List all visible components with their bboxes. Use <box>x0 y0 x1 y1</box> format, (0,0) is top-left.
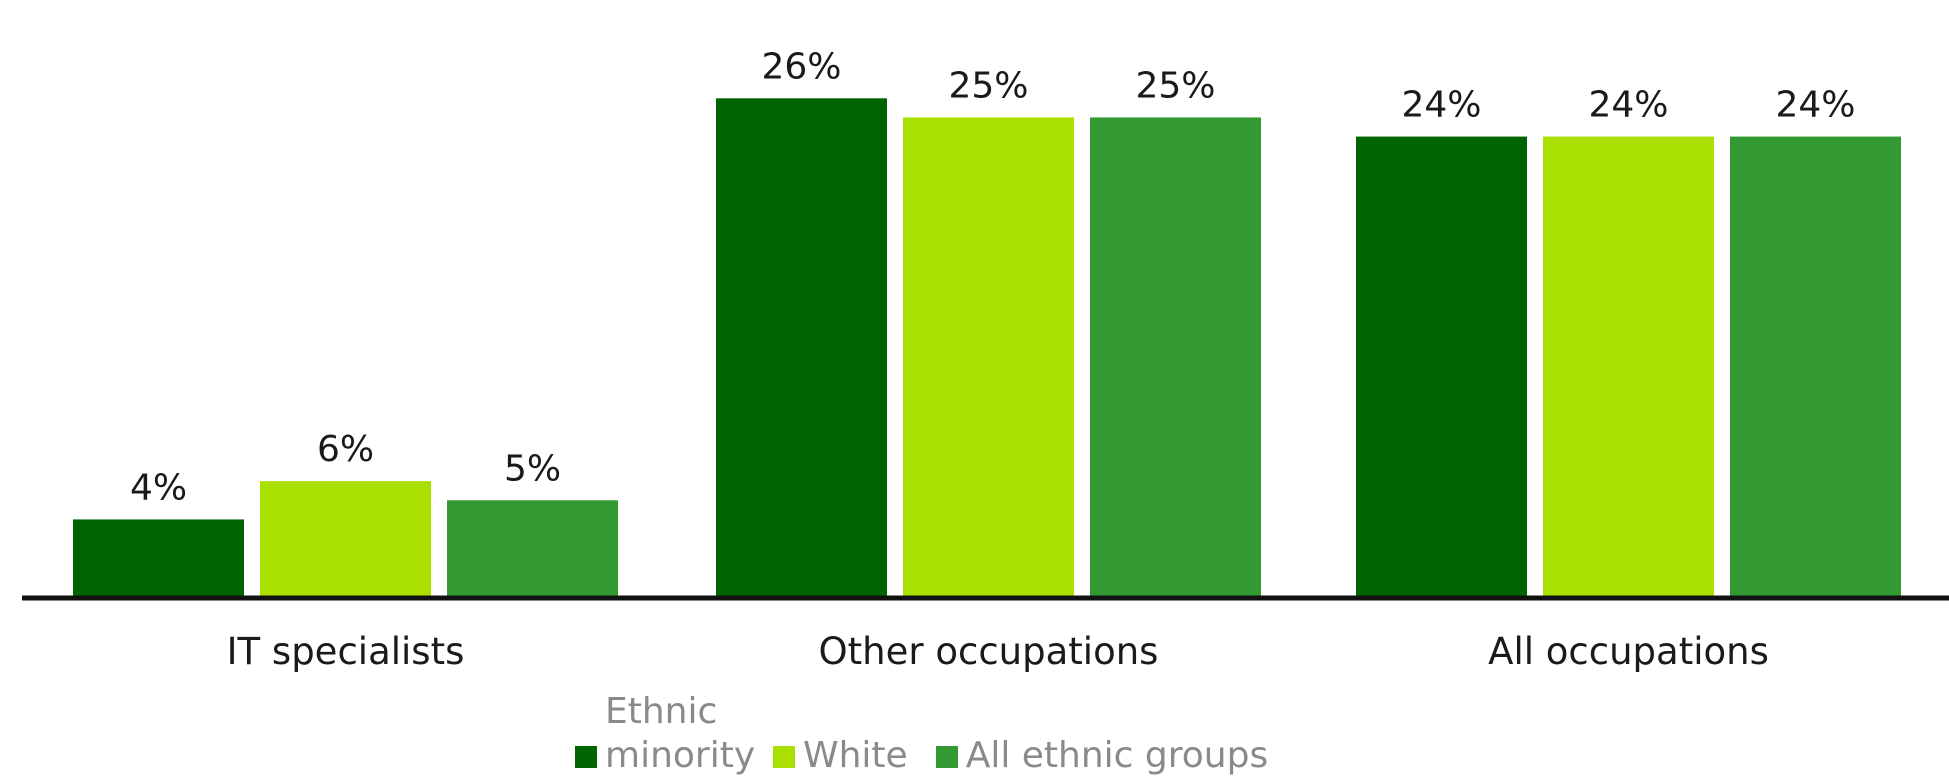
bars-group <box>73 98 1901 597</box>
bar-other-occupations-white <box>903 117 1074 596</box>
bar-it-specialists-white <box>260 481 431 596</box>
value-label-it-specialists-white: 6% <box>317 429 374 470</box>
value-labels-group: 4% 6% 5% 26% 25% 25% 24% 24% 24% <box>130 46 1856 508</box>
value-label-other-occupations-all-ethnic-groups: 25% <box>1135 65 1215 106</box>
legend: Ethnic minority White All ethnic groups <box>575 690 1296 778</box>
bar-it-specialists-ethnic-minority <box>73 519 244 596</box>
legend-swatch-all-ethnic-groups <box>935 746 958 768</box>
category-label-it-specialists: IT specialists <box>227 630 465 673</box>
bar-other-occupations-all-ethnic-groups <box>1090 117 1261 596</box>
bar-it-specialists-all-ethnic-groups <box>447 500 618 596</box>
value-label-it-specialists-ethnic-minority: 4% <box>130 467 187 508</box>
legend-swatch-ethnic-minority <box>575 746 597 768</box>
legend-item-white: White <box>773 734 908 778</box>
value-label-all-occupations-white: 24% <box>1588 85 1668 126</box>
category-label-other-occupations: Other occupations <box>819 630 1159 673</box>
value-label-other-occupations-ethnic-minority: 26% <box>761 46 841 87</box>
bar-all-occupations-ethnic-minority <box>1356 136 1527 597</box>
legend-item-ethnic-minority: Ethnic minority <box>575 690 756 778</box>
bar-other-occupations-ethnic-minority <box>716 98 887 597</box>
legend-label-ethnic-minority: Ethnic minority <box>605 691 756 776</box>
value-label-all-occupations-all-ethnic-groups: 24% <box>1775 85 1855 126</box>
value-label-all-occupations-ethnic-minority: 24% <box>1401 85 1481 126</box>
category-label-all-occupations: All occupations <box>1488 630 1769 673</box>
value-label-other-occupations-white: 25% <box>948 65 1028 106</box>
bar-all-occupations-white <box>1543 136 1714 597</box>
legend-label-white: White <box>803 735 908 776</box>
legend-label-all-ethnic-groups: All ethnic groups <box>965 735 1269 776</box>
category-labels-group: IT specialists Other occupations All occup… <box>227 630 1769 673</box>
legend-item-all-ethnic-groups: All ethnic groups <box>935 734 1269 778</box>
bar-all-occupations-all-ethnic-groups <box>1730 136 1901 597</box>
legend-swatch-white <box>773 746 795 768</box>
value-label-it-specialists-all-ethnic-groups: 5% <box>504 448 561 489</box>
